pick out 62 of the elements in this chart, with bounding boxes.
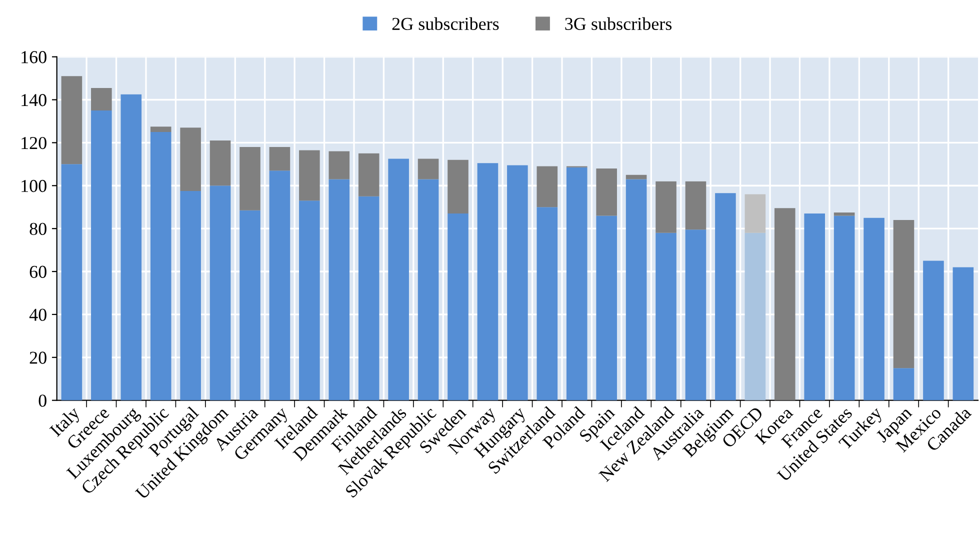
- bar: [834, 212, 855, 216]
- bar: [536, 166, 558, 208]
- bar: [180, 128, 201, 191]
- bar: [774, 208, 796, 400]
- bar: [893, 220, 914, 368]
- bar: [656, 232, 676, 400]
- bar: [150, 126, 172, 132]
- bar: [91, 88, 112, 110]
- bar: [388, 158, 409, 400]
- bar: [744, 194, 766, 233]
- y-tick-label: 140: [22, 94, 46, 106]
- bar: [626, 174, 647, 180]
- bar: [864, 218, 884, 400]
- y-tick-label: 80: [30, 222, 46, 236]
- bar: [210, 186, 231, 400]
- bar: [150, 132, 172, 400]
- bar: [685, 181, 706, 230]
- bar: [923, 260, 944, 400]
- legend-label: 3G subscribers: [565, 17, 672, 30]
- bar: [240, 146, 260, 210]
- bar: [477, 163, 498, 400]
- bar: [91, 110, 112, 400]
- bar: [596, 216, 617, 400]
- bar: [656, 181, 676, 233]
- bar: [358, 153, 380, 196]
- bar: [61, 76, 82, 164]
- y-tick-label: 160: [22, 51, 46, 64]
- y-tick-label: 120: [22, 136, 46, 150]
- bar: [893, 368, 914, 400]
- bar: [328, 179, 350, 400]
- bar: [269, 146, 290, 171]
- bar: [299, 200, 320, 400]
- bar: [240, 210, 260, 400]
- bar: [715, 193, 736, 400]
- bar: [685, 230, 706, 400]
- bar: [120, 94, 142, 400]
- bar: [61, 164, 82, 400]
- bar: [358, 196, 380, 400]
- bar: [269, 170, 290, 400]
- bar: [507, 165, 528, 400]
- bar: [566, 167, 588, 400]
- y-tick-label: 20: [30, 352, 46, 364]
- bar: [626, 179, 647, 400]
- bar: [744, 232, 766, 400]
- bar: [448, 214, 468, 400]
- bar: [834, 216, 855, 400]
- bar: [596, 168, 617, 216]
- bar: [448, 160, 468, 214]
- bar: [952, 267, 974, 400]
- bar: [536, 207, 558, 400]
- y-tick-label: 40: [29, 308, 46, 321]
- bar: [210, 140, 231, 186]
- bar: [418, 179, 439, 400]
- bar: [328, 151, 350, 180]
- legend-label: 2G subscribers: [392, 17, 499, 30]
- y-tick-label: 100: [22, 180, 46, 192]
- bar: [180, 191, 201, 400]
- bar: [418, 158, 439, 180]
- bar: [804, 214, 825, 400]
- y-tick-label: 60: [30, 266, 46, 278]
- y-tick-label: 0: [38, 394, 46, 407]
- bar: [299, 150, 320, 201]
